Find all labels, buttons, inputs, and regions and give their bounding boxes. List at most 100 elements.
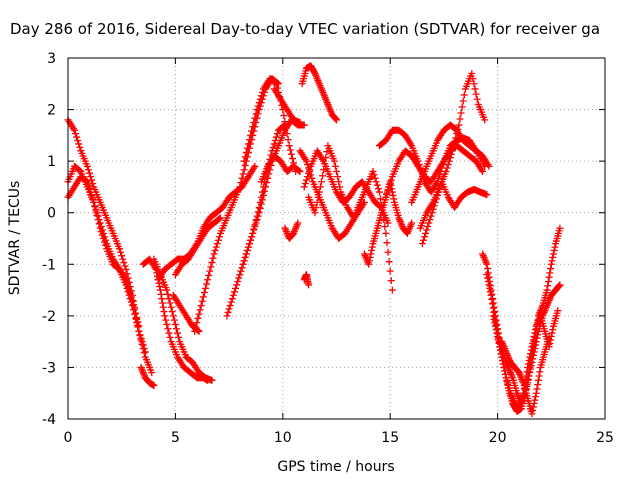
data-point: [226, 302, 234, 310]
data-point: [443, 164, 451, 172]
data-point: [171, 320, 179, 328]
data-point: [97, 228, 105, 236]
data-point: [83, 162, 91, 170]
data-point: [414, 157, 422, 165]
data-point: [82, 177, 90, 185]
data-point: [375, 188, 383, 196]
series-11: [236, 121, 289, 279]
data-point: [206, 267, 214, 275]
data-point: [332, 115, 340, 123]
data-point: [366, 253, 374, 261]
data-point: [212, 243, 220, 251]
data-point: [273, 130, 281, 138]
data-point: [124, 283, 132, 291]
data-point: [372, 178, 380, 186]
data-point: [450, 143, 458, 151]
data-point: [73, 133, 81, 141]
data-point: [442, 167, 450, 175]
data-point: [319, 172, 327, 180]
data-point: [214, 236, 222, 244]
data-point: [156, 283, 164, 291]
data-point: [484, 274, 492, 282]
data-point: [242, 149, 250, 157]
data-point: [285, 142, 293, 150]
data-point: [320, 166, 328, 174]
data-point: [75, 140, 83, 148]
data-point: [528, 410, 536, 418]
data-point: [388, 188, 396, 196]
data-point: [84, 181, 92, 189]
data-point: [95, 220, 103, 228]
y-tick-label: -4: [42, 412, 56, 428]
data-point: [248, 233, 256, 241]
data-point: [488, 296, 496, 304]
series-15: [298, 62, 340, 124]
data-point: [255, 204, 263, 212]
data-point: [203, 280, 211, 288]
data-point: [485, 162, 493, 170]
data-point: [236, 271, 244, 279]
x-tick-label: 5: [171, 430, 180, 446]
data-point: [256, 95, 264, 103]
data-point: [253, 212, 261, 220]
data-point: [164, 290, 172, 298]
data-point: [134, 318, 142, 326]
data-point: [258, 88, 266, 96]
data-point: [150, 381, 158, 389]
data-point: [239, 170, 247, 178]
data-point: [165, 295, 173, 303]
data-point: [385, 183, 393, 191]
data-point: [161, 312, 169, 320]
data-point: [556, 281, 564, 289]
data-point: [436, 171, 444, 179]
data-point: [197, 302, 205, 310]
data-point: [302, 157, 310, 165]
data-point: [89, 179, 97, 187]
data-point: [87, 173, 95, 181]
data-point: [499, 357, 507, 365]
data-point: [310, 68, 318, 76]
data-point: [287, 150, 295, 158]
data-point: [549, 326, 557, 334]
data-point: [331, 162, 339, 170]
data-point: [241, 153, 249, 161]
data-point: [456, 115, 464, 123]
data-point: [491, 322, 499, 330]
data-point: [207, 263, 215, 271]
data-point: [314, 193, 322, 201]
data-point: [484, 265, 492, 273]
data-point: [74, 137, 82, 145]
data-point: [258, 188, 266, 196]
data-point: [209, 254, 217, 262]
data-point: [334, 173, 342, 181]
data-point: [458, 103, 466, 111]
data-point: [282, 124, 290, 132]
data-point: [250, 118, 258, 126]
data-point: [241, 161, 249, 169]
data-point: [499, 360, 507, 368]
data-point: [70, 126, 78, 134]
data-point: [549, 250, 557, 258]
data-point: [384, 248, 392, 256]
data-point: [140, 345, 148, 353]
data-point: [333, 167, 340, 175]
data-point: [530, 400, 538, 408]
series-18: [305, 142, 396, 294]
y-axis-label: SDTVAR / TECUs: [7, 181, 23, 296]
data-point: [556, 224, 564, 232]
data-point: [472, 90, 480, 98]
data-point: [191, 327, 199, 335]
y-tick-label: 2: [47, 103, 56, 119]
data-point: [486, 284, 494, 292]
data-point: [387, 176, 395, 184]
data-point: [498, 353, 506, 361]
x-tick-label: 10: [274, 430, 292, 446]
data-point: [523, 368, 531, 376]
data-point: [535, 372, 543, 380]
data-point: [166, 333, 174, 341]
data-point: [524, 360, 532, 368]
y-tick-label: 1: [47, 154, 56, 170]
data-point: [302, 176, 310, 184]
data-point: [534, 381, 542, 389]
data-point: [225, 305, 233, 313]
